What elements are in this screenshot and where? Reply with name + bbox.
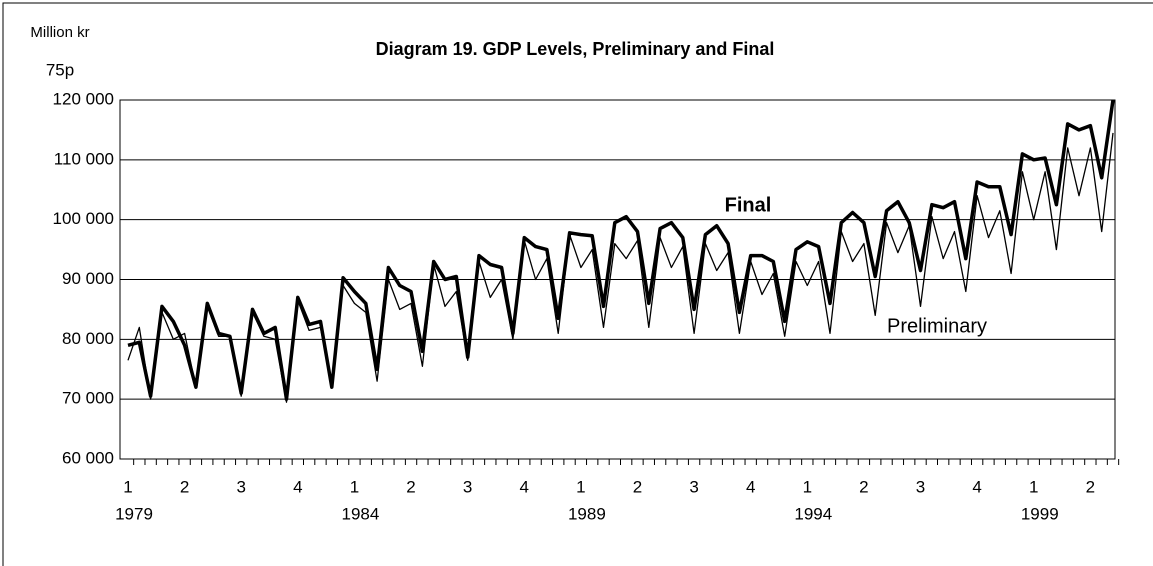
- y-axis-note: 75p: [46, 60, 74, 79]
- y-tick-label: 100 000: [53, 209, 114, 228]
- x-year-label: 1999: [1021, 504, 1059, 523]
- plot-border: [119, 99, 1116, 460]
- x-tick-label: 3: [916, 477, 925, 496]
- x-tick-label: 2: [859, 477, 868, 496]
- x-tick-label: 3: [463, 477, 472, 496]
- y-tick-label: 70 000: [62, 389, 114, 408]
- series-annotation: Preliminary: [887, 315, 987, 337]
- series-line: [127, 99, 1115, 401]
- x-tick-label: 1: [1029, 477, 1038, 496]
- y-axis-label: Million kr: [30, 24, 89, 41]
- x-year-label: 1979: [115, 504, 153, 523]
- y-tick-label: 110 000: [54, 149, 114, 168]
- x-tick-label: 2: [633, 477, 642, 496]
- y-tick-label: 60 000: [62, 448, 114, 467]
- x-tick-label: 3: [689, 477, 698, 496]
- y-tick-label: 80 000: [62, 329, 114, 348]
- series-line: [127, 132, 1114, 403]
- x-tick-label: 4: [520, 477, 529, 496]
- x-year-label: 1989: [568, 504, 606, 523]
- x-tick-label: 4: [293, 477, 302, 496]
- chart-title: Diagram 19. GDP Levels, Preliminary and …: [376, 39, 775, 59]
- y-tick-label: 120 000: [53, 89, 114, 108]
- y-tick-label: 90 000: [62, 269, 114, 288]
- x-year-label: 1984: [342, 504, 380, 523]
- x-tick-label: 4: [746, 477, 755, 496]
- x-tick-label: 2: [406, 477, 415, 496]
- x-tick-label: 2: [180, 477, 189, 496]
- x-year-label: 1994: [794, 504, 832, 523]
- x-tick-label: 1: [123, 477, 132, 496]
- x-tick-label: 2: [1086, 477, 1095, 496]
- series-annotation: Final: [725, 194, 772, 216]
- x-tick-label: 1: [576, 477, 585, 496]
- x-tick-label: 1: [803, 477, 812, 496]
- x-tick-label: 1: [350, 477, 359, 496]
- x-tick-label: 4: [972, 477, 981, 496]
- x-tick-label: 3: [236, 477, 245, 496]
